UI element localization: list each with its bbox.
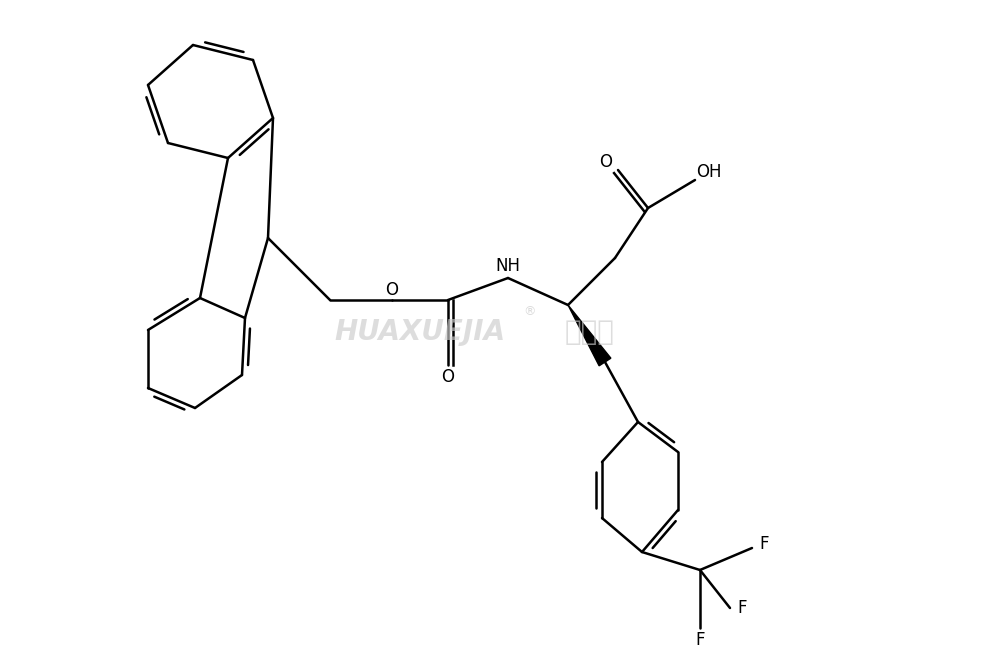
Text: F: F: [737, 599, 746, 617]
Text: ®: ®: [524, 306, 536, 319]
Text: F: F: [760, 535, 769, 553]
Text: O: O: [442, 368, 455, 386]
Text: 化学加: 化学加: [565, 318, 615, 346]
Text: HUAXUEJIA: HUAXUEJIA: [335, 318, 506, 346]
Polygon shape: [568, 305, 611, 366]
Text: O: O: [386, 281, 399, 299]
Text: F: F: [695, 631, 704, 649]
Text: O: O: [599, 153, 612, 171]
Text: OH: OH: [696, 163, 721, 181]
Text: NH: NH: [496, 257, 520, 275]
